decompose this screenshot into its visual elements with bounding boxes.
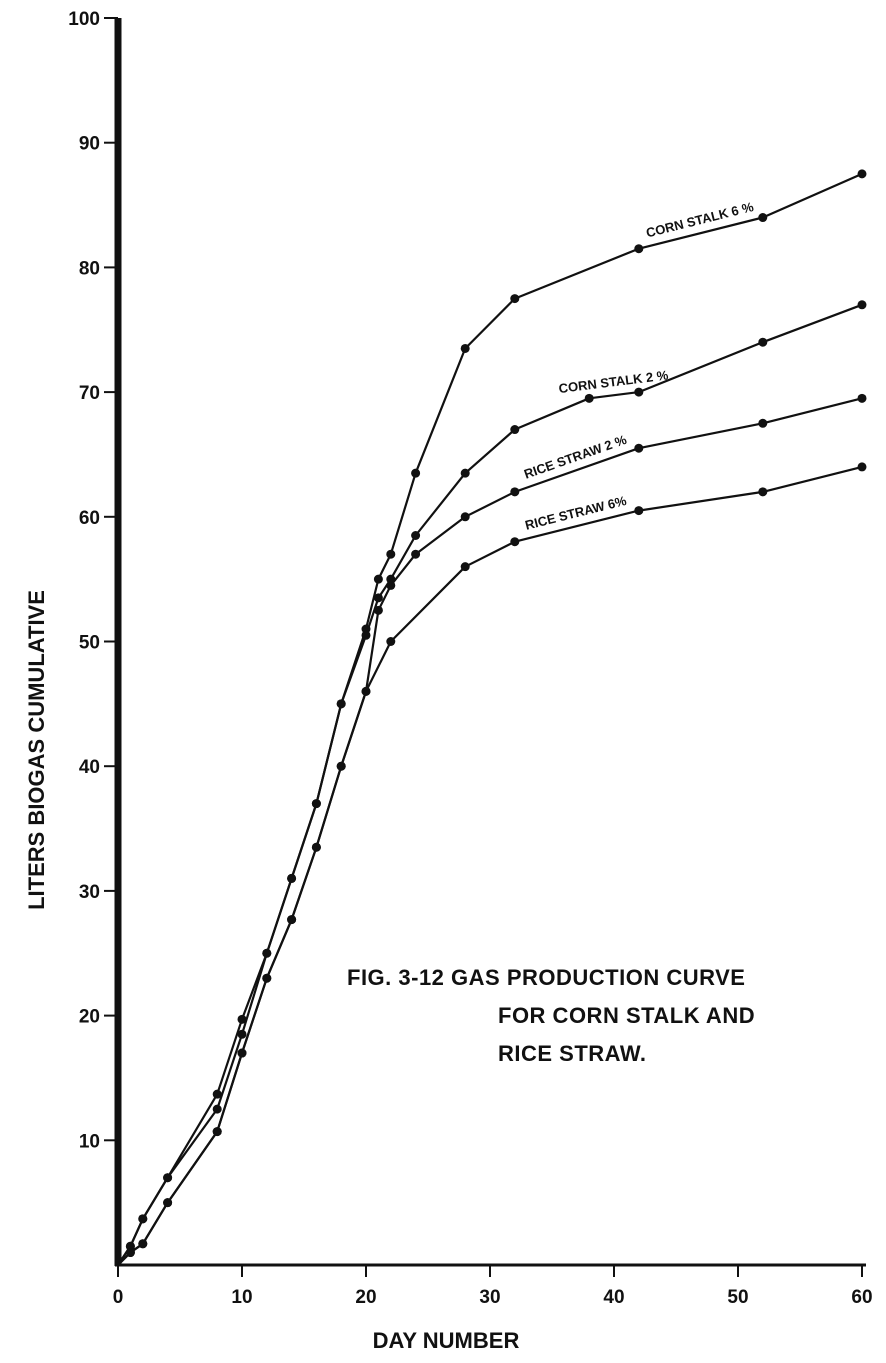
series-point: [857, 300, 867, 310]
x-axis-title: DAY NUMBER: [373, 1328, 520, 1353]
y-tick-label: 90: [79, 134, 100, 155]
series-point: [460, 562, 470, 572]
x-tick-label: 50: [727, 1287, 748, 1308]
series-point: [287, 915, 297, 925]
y-tick-label: 100: [68, 9, 100, 30]
series-point: [262, 973, 272, 983]
series-point: [460, 343, 470, 353]
x-tick-label: 30: [479, 1287, 500, 1308]
y-tick-label: 80: [79, 258, 100, 279]
series-point: [460, 468, 470, 478]
series-point: [510, 487, 520, 497]
y-axis-title: LITERS BIOGAS CUMULATIVE: [24, 590, 49, 910]
series-point: [857, 462, 867, 472]
series-point: [311, 799, 321, 809]
figure-caption-line-1: FIG. 3-12 GAS PRODUCTION CURVE: [347, 965, 745, 990]
y-tick-label: 60: [79, 508, 100, 529]
series-point: [373, 574, 383, 584]
series-point: [163, 1198, 173, 1208]
series-point: [237, 1029, 247, 1039]
ticks: 10 20 30 40 50 60 70 80 90 100 0 10 20 30 40 50 60: [68, 9, 872, 1308]
series-point: [634, 443, 644, 453]
y-tick-label: 40: [79, 757, 100, 778]
series-point: [373, 593, 383, 603]
y-tick-label: 20: [79, 1007, 100, 1028]
series-point: [460, 512, 470, 522]
series-point: [584, 393, 594, 403]
series-line: [117, 303, 863, 1266]
series-point: [138, 1239, 148, 1249]
series-point: [138, 1214, 148, 1224]
series-point: [212, 1127, 222, 1137]
series-point: [411, 468, 421, 478]
series-point: [758, 487, 768, 497]
series-point: [262, 948, 272, 958]
series-point: [237, 1014, 247, 1024]
x-tick-label: 10: [231, 1287, 252, 1308]
y-tick-label: 50: [79, 633, 100, 654]
series-lines: [117, 169, 867, 1266]
series-point: [386, 637, 396, 646]
series-point: [336, 761, 346, 771]
series-point: [758, 337, 768, 347]
series-point: [361, 686, 371, 696]
series-point: [311, 842, 321, 852]
series-point: [373, 605, 383, 615]
series-line: [117, 172, 863, 1266]
figure-caption-line-3: RICE STRAW.: [498, 1041, 647, 1066]
series-point: [361, 630, 371, 640]
series-point: [634, 244, 644, 254]
series-point: [634, 506, 644, 516]
x-tick-label: 40: [603, 1287, 624, 1308]
x-tick-label: 20: [355, 1287, 376, 1308]
y-tick-label: 30: [79, 882, 100, 903]
series-point: [386, 549, 396, 559]
series-point: [237, 1048, 247, 1058]
x-tick-label: 60: [851, 1287, 872, 1308]
series-point: [212, 1089, 222, 1099]
series-point: [857, 393, 867, 403]
series-point: [411, 549, 421, 559]
series-point: [510, 425, 520, 435]
series-point: [758, 213, 768, 223]
series-point: [386, 580, 396, 590]
series-point: [411, 531, 421, 541]
series-label: CORN STALK 2 %: [558, 367, 670, 396]
series-point: [163, 1173, 173, 1183]
series-point: [212, 1104, 222, 1114]
series-point: [125, 1248, 135, 1258]
series-point: [634, 387, 644, 397]
figure-caption-line-2: FOR CORN STALK AND: [498, 1003, 755, 1028]
series-point: [857, 169, 867, 179]
series-point: [287, 873, 297, 883]
y-tick-label: 10: [79, 1131, 100, 1152]
series-point: [758, 418, 768, 428]
series-point: [125, 1241, 135, 1251]
series-point: [510, 294, 520, 304]
series-line: [117, 465, 863, 1266]
series-point: [510, 537, 520, 547]
y-tick-label: 70: [79, 383, 100, 404]
series-point: [336, 699, 346, 709]
series-line: [117, 397, 863, 1266]
x-tick-label: 0: [113, 1287, 124, 1308]
